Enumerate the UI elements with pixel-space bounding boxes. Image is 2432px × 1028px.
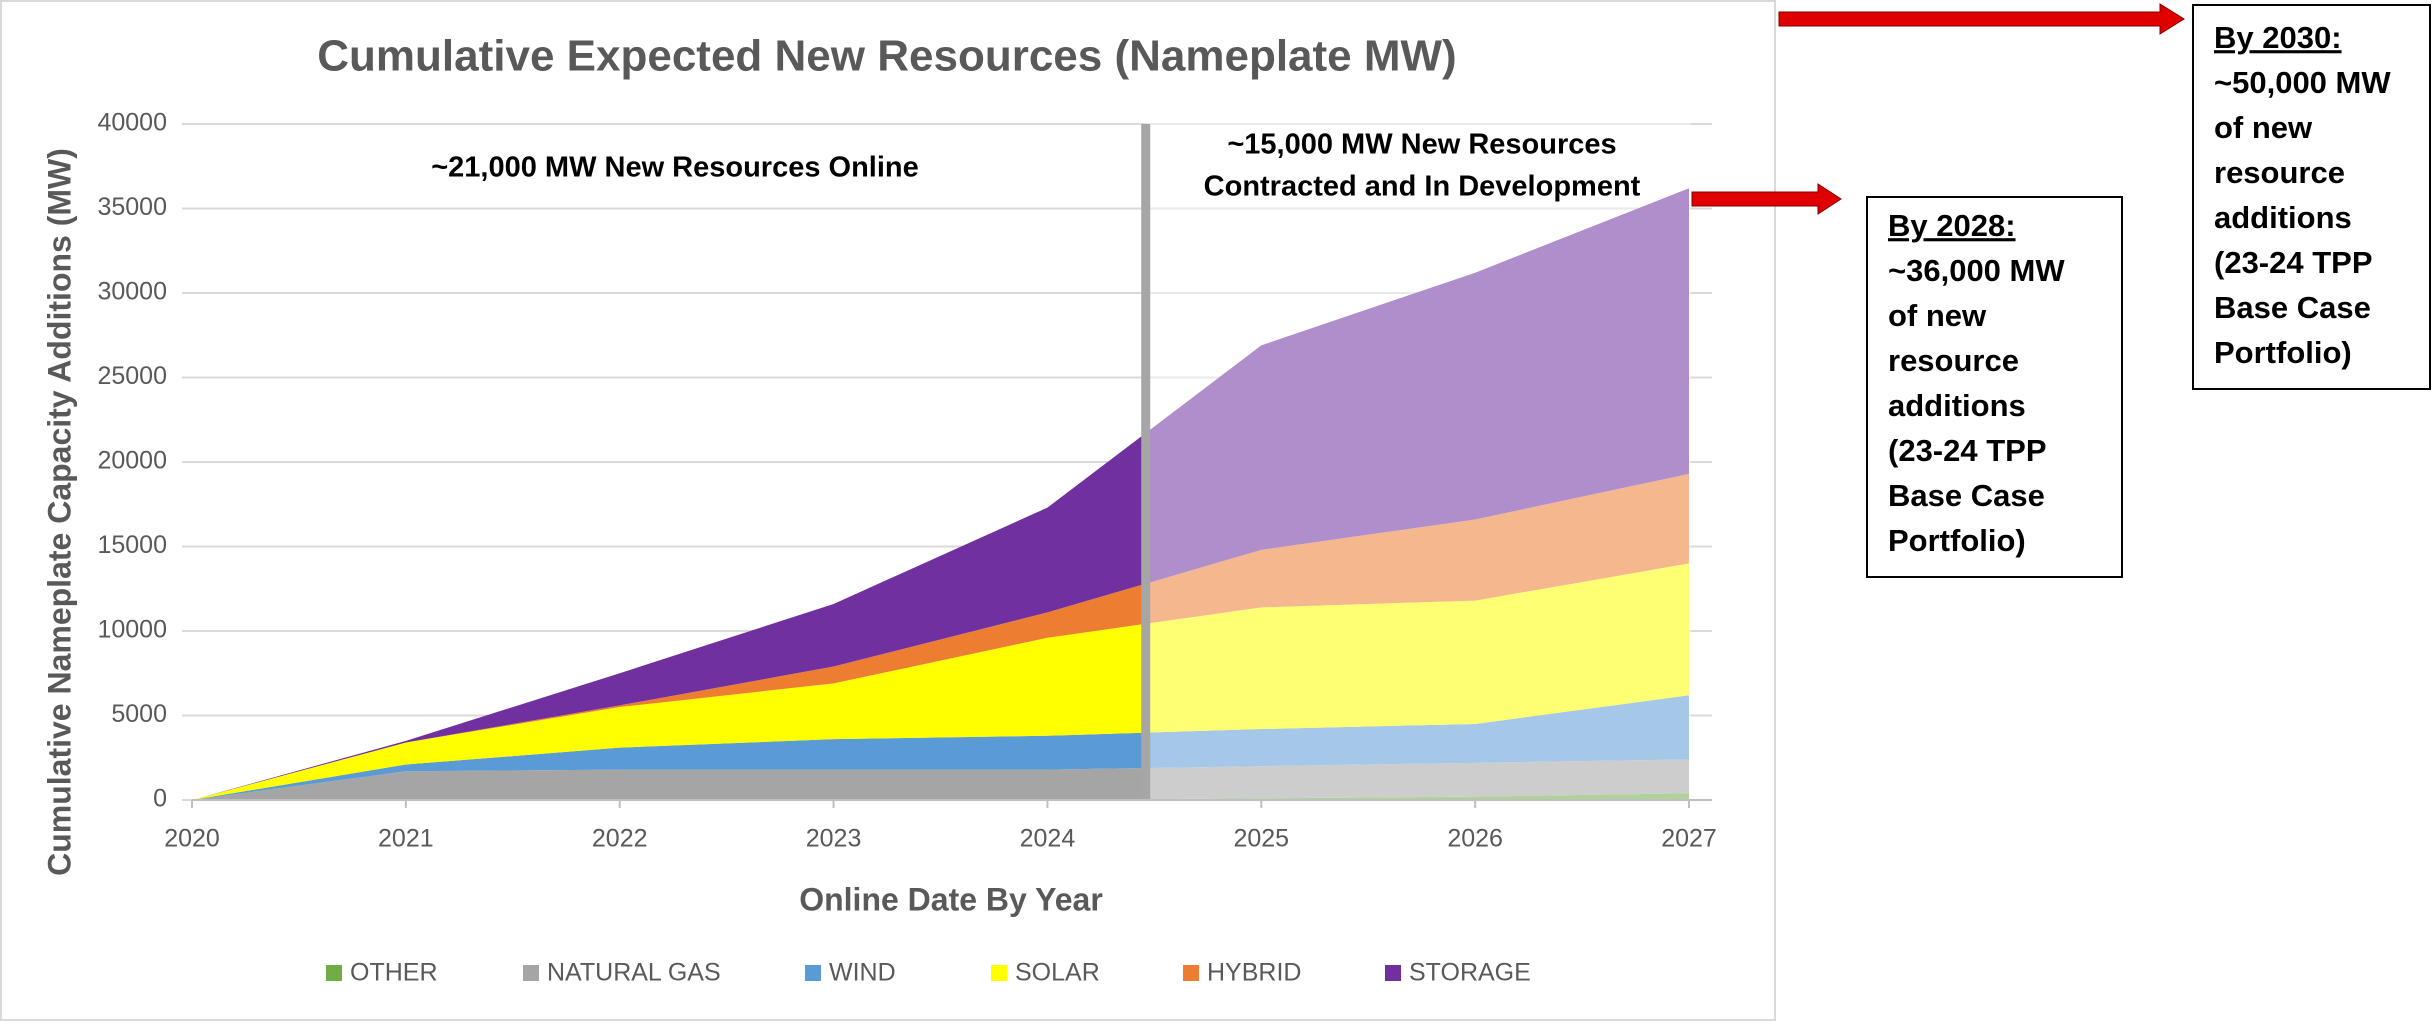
y-tick-label: 10000 (97, 616, 167, 644)
callout-line: Portfolio) (2214, 335, 2352, 370)
y-tick-label: 15000 (97, 531, 167, 559)
y-tick-label: 20000 (97, 447, 167, 475)
x-tick-label: 2022 (592, 825, 648, 853)
y-tick-label: 30000 (97, 278, 167, 306)
legend-swatch (1183, 965, 1199, 981)
arrow (1691, 183, 1842, 215)
x-tick-label: 2024 (1020, 825, 1076, 853)
legend-label: SOLAR (1015, 959, 1100, 987)
future-shade (1145, 114, 1691, 800)
legend-swatch (805, 965, 821, 981)
x-tick-label: 2020 (164, 825, 220, 853)
y-tick-label: 40000 (97, 109, 167, 137)
callout-line: additions (1888, 388, 2026, 423)
x-tick-label: 2021 (378, 825, 434, 853)
legend-label: OTHER (350, 959, 438, 987)
arrow (1778, 3, 2185, 35)
callout-line: Base Case (1888, 478, 2045, 513)
callout-heading: By 2028: (1888, 208, 2016, 243)
callout-line: of new (2214, 110, 2313, 145)
area (192, 695, 1689, 800)
x-tick-label: 2027 (1661, 825, 1717, 853)
area (192, 473, 1689, 800)
x-tick-label: 2026 (1447, 825, 1503, 853)
area (192, 188, 1689, 801)
annotation: ~15,000 MW New Resources (1227, 129, 1616, 161)
callout-line: of new (1888, 298, 1987, 333)
legend-label: STORAGE (1409, 959, 1531, 987)
callout-line: resource (1888, 343, 2019, 378)
legend-swatch (523, 965, 539, 981)
area (192, 759, 1689, 800)
callout-line: ~36,000 MW (1888, 253, 2065, 288)
legend-label: NATURAL GAS (547, 959, 721, 987)
callout-heading: By 2030: (2214, 20, 2342, 55)
callout-line: resource (2214, 155, 2345, 190)
x-axis-label: Online Date By Year (799, 881, 1103, 917)
area (192, 563, 1689, 800)
callout-line: Base Case (2214, 290, 2371, 325)
callout-line: (23-24 TPP (2214, 245, 2373, 280)
callout-box (2192, 4, 2431, 390)
callout-line: ~50,000 MW (2214, 65, 2391, 100)
annotation: ~21,000 MW New Resources Online (431, 152, 919, 184)
area (192, 793, 1689, 800)
callout-box (1866, 196, 2123, 578)
y-axis-label: Cumulative Nameplate Capacity Additions … (41, 148, 77, 876)
y-tick-label: 0 (153, 785, 167, 813)
legend-label: WIND (829, 959, 896, 987)
legend-swatch (1385, 965, 1401, 981)
callout-line: (23-24 TPP (1888, 433, 2047, 468)
y-tick-label: 25000 (97, 362, 167, 390)
legend-swatch (991, 965, 1007, 981)
x-tick-label: 2023 (806, 825, 862, 853)
chart-title: Cumulative Expected New Resources (Namep… (317, 32, 1456, 81)
callout-line: additions (2214, 200, 2352, 235)
x-tick-label: 2025 (1233, 825, 1289, 853)
legend-label: HYBRID (1207, 959, 1301, 987)
legend-swatch (326, 965, 342, 981)
y-tick-label: 5000 (111, 700, 167, 728)
y-tick-label: 35000 (97, 193, 167, 221)
annotation: Contracted and In Development (1204, 171, 1641, 203)
callout-line: Portfolio) (1888, 523, 2026, 558)
